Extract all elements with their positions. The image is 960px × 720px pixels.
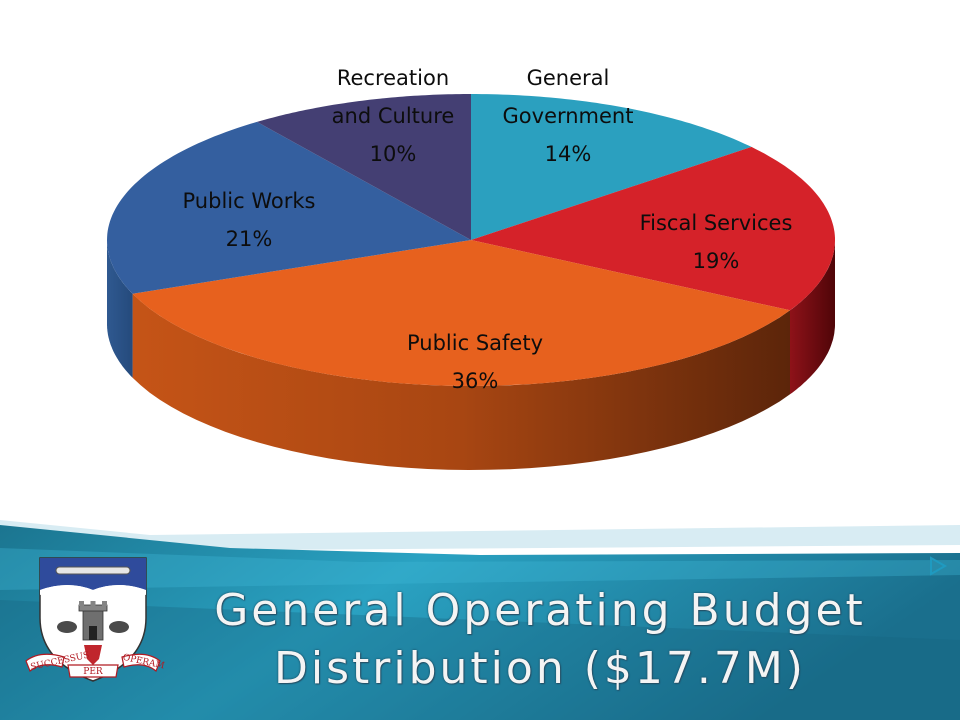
pie-side-3	[107, 240, 133, 378]
slice-label-4: Recreation	[337, 66, 449, 90]
slice-percent-4: 10%	[370, 142, 417, 166]
slice-label-2: Public Safety	[407, 331, 543, 355]
title-line-2: Distribution ($17.7M)	[274, 643, 806, 694]
pie-slice-3	[107, 121, 471, 294]
pie-slice-0	[471, 94, 752, 240]
slice-percent-3: 21%	[226, 227, 273, 251]
pie-slice-1	[471, 146, 835, 311]
pie-slice-2	[132, 240, 791, 386]
slice-label-0: General	[527, 66, 610, 90]
slice-label-3: Public Works	[183, 189, 316, 213]
pie-side-1	[790, 240, 835, 395]
slice-label-4: and Culture	[332, 104, 455, 128]
slice-percent-0: 14%	[545, 142, 592, 166]
pie-side-2	[132, 293, 791, 470]
pie-slice-4	[257, 94, 471, 240]
pie-chart: General Government 14% Fiscal Services 19% Pu…	[107, 66, 835, 470]
title-line-1: General Operating Budget	[214, 585, 866, 636]
slice-label-0: Government	[503, 104, 634, 128]
city-crest-logo: SUCCESSUS PER OPERAM	[25, 557, 165, 682]
crest-motto-center: PER	[83, 667, 103, 677]
slice-label-1: Fiscal Services	[640, 211, 793, 235]
page-title: General Operating Budget Distribution ($…	[160, 582, 920, 698]
bullet-arrow-icon	[930, 556, 948, 576]
slice-percent-1: 19%	[693, 249, 740, 273]
slice-percent-2: 36%	[452, 369, 499, 393]
